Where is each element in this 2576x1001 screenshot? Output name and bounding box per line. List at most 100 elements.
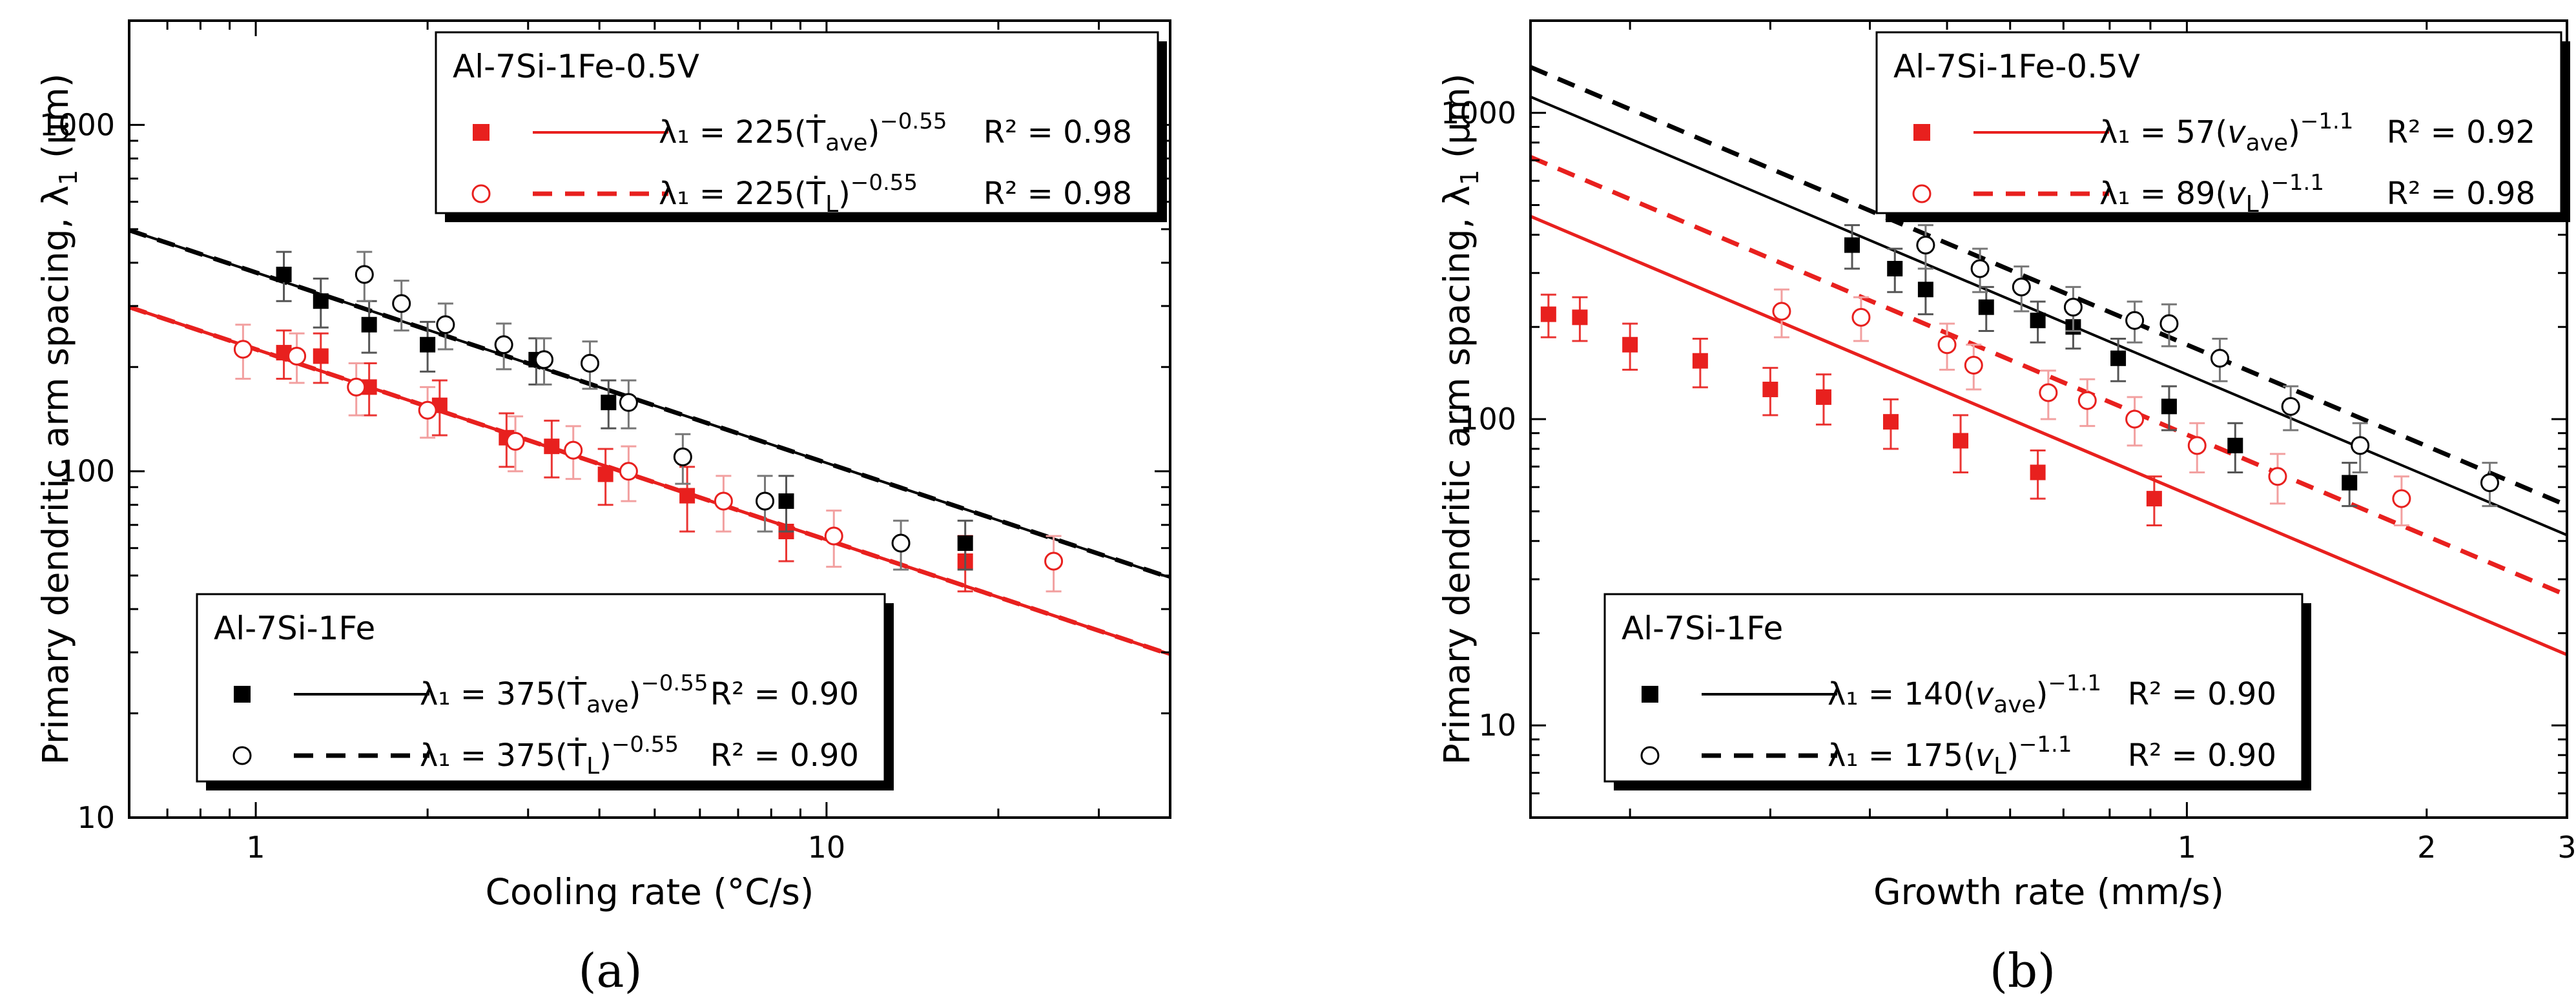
legend-equation: λ₁ = 175(vL)−1.1 [1828,732,2072,779]
legend-title: Al-7Si-1Fe-0.5V [453,48,699,85]
equation-coef: λ₁ = 225( [659,176,807,212]
data-point [1572,309,1588,325]
equation-var: v [2227,114,2246,150]
data-point [1917,282,1933,298]
legend-equation: λ₁ = 225(Ṫave)−0.55 [659,108,947,156]
equation-sub: L [586,753,599,779]
y-tick-label: 10 [1478,708,1516,743]
data-point [714,491,733,511]
data-point [957,535,973,552]
equation-var: v [1975,676,1994,712]
legend-r2: R² = 0.98 [984,176,1132,212]
plot-area [129,228,1170,657]
legend-box [435,31,1159,214]
fit-line-black-dashed [129,228,1170,580]
equation-var: Ṫ [806,114,826,150]
series-1 [1772,288,2411,526]
data-point [418,400,437,420]
legend-equation: λ₁ = 57(vave)−1.1 [2099,108,2353,156]
equation-exp: −1.1 [2019,732,2072,758]
data-point [2030,313,2046,329]
data-point [436,315,455,335]
equation-coef: λ₁ = 225( [659,114,807,150]
equation-sub: ave [586,692,629,718]
data-point [313,293,329,309]
y-axis-title-sub: 1 [54,170,83,185]
legend-marker [234,686,251,703]
data-point [601,395,617,411]
equation-close: ) [838,176,850,212]
equation-sub: ave [2246,130,2289,156]
data-point [1692,353,1708,369]
equation-exp: −0.55 [612,732,679,758]
equation-sub: ave [825,130,868,156]
equation-coef: λ₁ = 140( [1828,676,1975,712]
equation-exp: −0.55 [850,170,918,196]
data-point [673,448,692,467]
data-point [619,393,638,412]
y-tick-label: 1000 [1441,96,1516,130]
equation-sub: ave [1994,692,2036,718]
y-axis-title-main: Primary dendritic arm spacing, λ [1436,185,1478,765]
data-point [1937,335,1957,355]
legend-box [1875,31,2562,214]
data-point [2268,467,2287,486]
data-point [1815,389,1831,405]
data-point [2480,473,2499,492]
data-point [2077,391,2097,410]
legend-r2: R² = 0.92 [2387,114,2535,150]
data-point [597,466,613,482]
data-point [2227,437,2243,453]
x-tick-label: 1 [2178,830,2196,865]
data-point [544,439,560,455]
fit-line-red-dashed [129,305,1170,657]
data-point [355,265,374,284]
equation-close: ) [868,114,880,150]
legend-marker [1913,124,1930,141]
equation-close: ) [599,738,612,774]
data-point [756,491,775,511]
x-tick-label: 3 [2557,830,2576,865]
data-point [2125,311,2145,330]
x-tick-label: 1 [246,830,265,865]
data-point [1970,259,1990,278]
legend-title: Al-7Si-1Fe [1622,610,1783,647]
equation-coef: λ₁ = 375( [420,676,568,712]
legend-box [196,593,886,783]
series-3 [1916,224,2499,508]
panel-b: 1 2 3 10 100 1000 Growth rate (mm/s) Primary de… [1436,19,2576,998]
equation-coef: λ₁ = 375( [420,738,568,774]
data-point [1887,260,1903,276]
equation-sub: L [2246,191,2259,218]
plot-frame [128,19,1171,819]
data-point [1851,307,1871,327]
legend-r2: R² = 0.90 [2128,738,2276,774]
data-point [287,346,307,366]
data-point [392,294,411,313]
x-axis-title: Growth rate (mm/s) [1873,871,2224,913]
data-point [1953,433,1969,449]
data-point [1844,237,1860,253]
data-point [679,488,696,504]
equation-exp: −0.55 [880,108,947,134]
data-point [2063,298,2083,317]
legend-equation: λ₁ = 375(ṪL)−0.55 [420,732,679,779]
fit-line-red-solid [1530,214,2567,656]
y-axis-title: Primary dendritic arm spacing, λ1 (μm) [35,74,83,765]
x-tick-label: 2 [2417,830,2436,865]
data-point [2012,277,2031,296]
y-tick-label: 100 [58,454,115,489]
legend-marker [1642,686,1658,703]
y-axis-title-unit: (μm) [1436,74,1478,170]
data-point [1622,336,1638,353]
legend-box [1603,593,2303,783]
series-2 [1844,224,2358,508]
data-point [1882,414,1899,430]
data-point [1762,382,1778,398]
data-point [2159,314,2179,333]
data-point [1978,299,1994,315]
